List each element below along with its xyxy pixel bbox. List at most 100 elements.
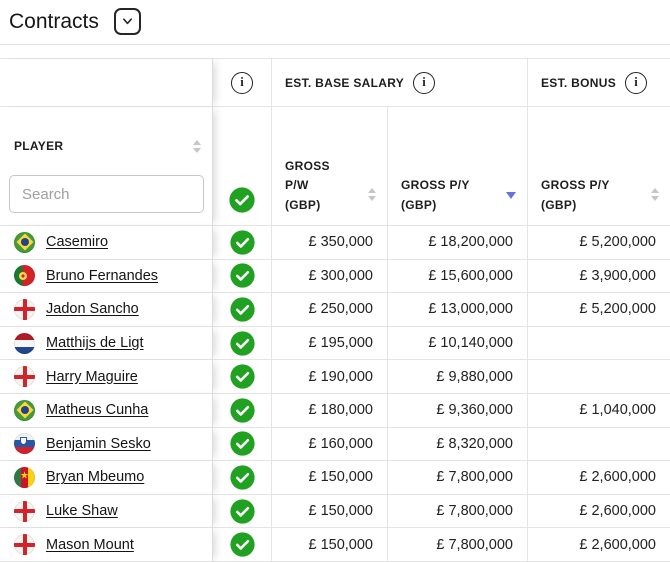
player-link[interactable]: Jadon Sancho (46, 301, 139, 318)
collapse-toggle-button[interactable] (113, 8, 141, 35)
verified-cell (213, 461, 272, 495)
player-link[interactable]: Harry Maguire (46, 368, 138, 385)
verified-check-icon (229, 465, 255, 490)
bonus-py-cell: £ 5,200,000 (528, 293, 670, 327)
country-flag-icon (14, 534, 35, 556)
country-flag-icon (14, 332, 35, 354)
bonus-py-cell: £ 2,600,000 (528, 494, 670, 529)
verified-cell (213, 427, 272, 462)
gross-pw-cell: £ 150,000 (272, 494, 388, 529)
gross-py-cell: £ 9,360,000 (388, 393, 528, 428)
header-base-salary-group: EST. BASE SALARY i (272, 59, 528, 107)
player-link[interactable]: Casemiro (46, 234, 109, 251)
header-verified-cell (213, 107, 272, 226)
verified-check-icon (229, 297, 255, 322)
gross-py-cell: £ 7,800,000 (388, 494, 528, 529)
verified-check-icon (229, 431, 255, 456)
player-cell: Bryan Mbeumo (0, 461, 213, 495)
bonus-py-cell: £ 2,600,000 (528, 461, 670, 495)
gross-pw-cell: £ 300,000 (272, 259, 388, 294)
player-cell: Mason Mount (0, 528, 213, 562)
gross-pw-cell: £ 350,000 (272, 226, 388, 260)
verified-cell (213, 393, 272, 428)
gross-py-cell: £ 15,600,000 (388, 259, 528, 294)
gross-pw-cell: £ 250,000 (272, 293, 388, 327)
header-bonus-group: EST. BONUS i (528, 59, 670, 107)
country-flag-icon (14, 265, 35, 287)
player-link[interactable]: Bryan Mbeumo (46, 469, 145, 486)
header-bonus-py-cell: GROSS P/Y (GBP) (528, 107, 670, 226)
player-link[interactable]: Matheus Cunha (46, 402, 149, 419)
player-search-input[interactable] (9, 175, 204, 213)
country-flag-icon (14, 366, 35, 388)
player-cell: Bruno Fernandes (0, 259, 213, 294)
bonus-py-cell: £ 1,040,000 (528, 393, 670, 428)
country-flag-icon (14, 298, 35, 320)
gross-py-cell: £ 9,880,000 (388, 360, 528, 394)
player-link[interactable]: Benjamin Sesko (46, 435, 151, 452)
country-flag-icon (14, 231, 35, 253)
verified-check-icon (229, 263, 255, 289)
verified-cell (213, 259, 272, 294)
info-icon[interactable]: i (231, 71, 253, 94)
gross-pw-cell: £ 180,000 (272, 393, 388, 428)
verified-check-icon (229, 187, 255, 213)
player-cell: Harry Maguire (0, 360, 213, 394)
gross-pw-cell: £ 195,000 (272, 326, 388, 361)
bonus-group-label: EST. BONUS (541, 75, 617, 90)
gross-pw-cell: £ 190,000 (272, 360, 388, 394)
sort-player-button[interactable] (193, 139, 201, 153)
country-flag-icon (14, 433, 35, 455)
verified-cell (213, 494, 272, 529)
header-player-cell: PLAYER (0, 107, 213, 226)
gross-py-cell: £ 10,140,000 (388, 326, 528, 361)
bonus-py-cell (528, 326, 670, 361)
page-title: Contracts (9, 9, 99, 33)
verified-check-icon (229, 498, 255, 524)
verified-cell (213, 226, 272, 260)
sort-bonus-py-button[interactable] (651, 188, 659, 201)
player-link[interactable]: Luke Shaw (46, 503, 118, 520)
verified-cell (213, 326, 272, 361)
verified-check-icon (229, 532, 255, 557)
verified-cell (213, 360, 272, 394)
verified-check-icon (229, 330, 255, 356)
player-link[interactable]: Mason Mount (46, 536, 134, 553)
verified-cell (213, 293, 272, 327)
base-salary-group-label: EST. BASE SALARY (285, 75, 405, 90)
header-gross-pw-cell: GROSS P/W (GBP) (272, 107, 388, 226)
player-link[interactable]: Matthijs de Ligt (46, 335, 144, 352)
country-flag-icon (14, 466, 35, 488)
player-cell: Benjamin Sesko (0, 427, 213, 462)
player-column-label: PLAYER (14, 138, 64, 153)
bonus-py-cell: £ 3,900,000 (528, 259, 670, 294)
header-verified-group-cell: i (213, 59, 272, 107)
sort-gross-py-active-desc-button[interactable] (506, 192, 516, 199)
player-cell: Matthijs de Ligt (0, 326, 213, 361)
verified-check-icon (229, 398, 255, 423)
bonus-py-column-label: GROSS P/Y (GBP) (541, 178, 610, 212)
bonus-py-cell (528, 427, 670, 462)
player-cell: Jadon Sancho (0, 293, 213, 327)
header-player-group-cell (0, 59, 213, 107)
gross-pw-cell: £ 160,000 (272, 427, 388, 462)
player-cell: Matheus Cunha (0, 393, 213, 428)
country-flag-icon (14, 500, 35, 522)
bonus-py-cell: £ 2,600,000 (528, 528, 670, 562)
player-cell: Luke Shaw (0, 494, 213, 529)
contracts-table: i EST. BASE SALARY i EST. BONUS i PLAYER… (0, 58, 670, 562)
gross-py-cell: £ 13,000,000 (388, 293, 528, 327)
chevron-down-icon (122, 18, 132, 25)
gross-pw-cell: £ 150,000 (272, 528, 388, 562)
titlebar: Contracts (0, 0, 670, 45)
player-link[interactable]: Bruno Fernandes (46, 267, 159, 284)
gross-pw-column-label: GROSS P/W (GBP) (285, 158, 330, 212)
gross-py-cell: £ 7,800,000 (388, 461, 528, 495)
bonus-py-cell (528, 360, 670, 394)
player-cell: Casemiro (0, 226, 213, 260)
gross-pw-cell: £ 150,000 (272, 461, 388, 495)
info-icon[interactable]: i (413, 71, 436, 94)
sort-gross-pw-button[interactable] (368, 188, 376, 201)
gross-py-column-label: GROSS P/Y (GBP) (401, 178, 470, 212)
info-icon[interactable]: i (625, 71, 648, 94)
